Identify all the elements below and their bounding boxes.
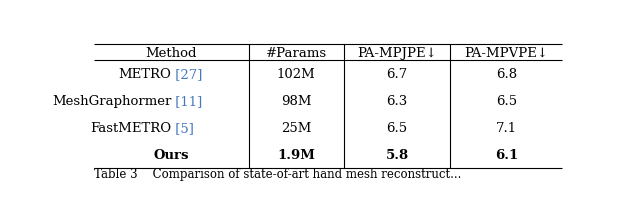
Text: [5]: [5] bbox=[172, 121, 195, 134]
Text: Table 3    Comparison of state-of-art hand mesh reconstruct...: Table 3 Comparison of state-of-art hand … bbox=[94, 167, 461, 180]
Text: 6.5: 6.5 bbox=[387, 121, 408, 134]
Text: 6.1: 6.1 bbox=[495, 148, 518, 161]
Text: Ours: Ours bbox=[154, 148, 189, 161]
Text: Method: Method bbox=[146, 46, 197, 59]
Text: 98M: 98M bbox=[281, 94, 312, 107]
Text: PA-MPVPE↓: PA-MPVPE↓ bbox=[464, 46, 548, 59]
Text: #Params: #Params bbox=[266, 46, 327, 59]
Text: MeshGraphormer: MeshGraphormer bbox=[52, 94, 172, 107]
Text: 6.3: 6.3 bbox=[387, 94, 408, 107]
Text: 6.5: 6.5 bbox=[496, 94, 517, 107]
Text: 102M: 102M bbox=[277, 68, 316, 80]
Text: 25M: 25M bbox=[281, 121, 312, 134]
Text: FastMETRO: FastMETRO bbox=[90, 121, 172, 134]
Text: 6.7: 6.7 bbox=[387, 68, 408, 80]
Text: 1.9M: 1.9M bbox=[277, 148, 315, 161]
Text: METRO: METRO bbox=[118, 68, 172, 80]
Text: PA-MPJPE↓: PA-MPJPE↓ bbox=[357, 46, 437, 59]
Text: [11]: [11] bbox=[172, 94, 203, 107]
Text: 5.8: 5.8 bbox=[385, 148, 408, 161]
Text: 6.8: 6.8 bbox=[496, 68, 517, 80]
Text: 7.1: 7.1 bbox=[496, 121, 517, 134]
Text: [27]: [27] bbox=[172, 68, 203, 80]
